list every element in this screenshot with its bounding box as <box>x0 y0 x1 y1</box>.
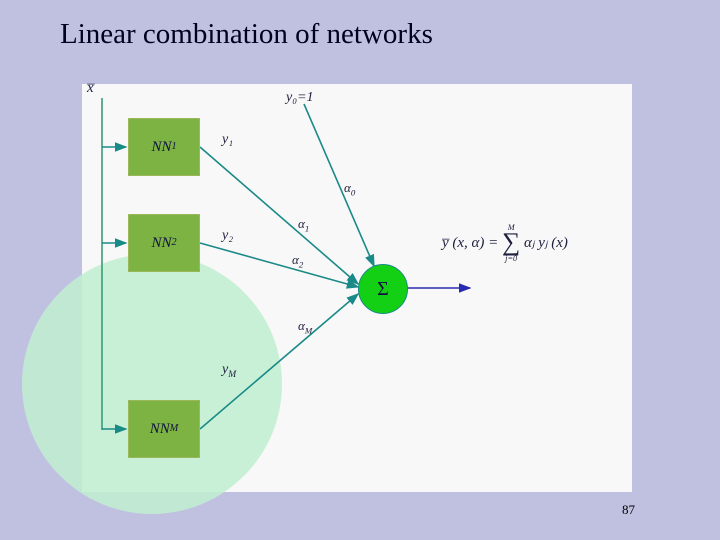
block-nnM: NNM <box>128 400 200 458</box>
slide-title: Linear combination of networks <box>60 18 433 51</box>
sum-node: Σ <box>358 264 408 314</box>
y-label-3: yM <box>222 362 236 378</box>
alpha-label-3: αM <box>298 318 312 334</box>
page-number: 87 <box>622 502 635 518</box>
y-label-0: y₀=1 <box>286 90 314 106</box>
alpha-label-2: α2 <box>292 252 303 268</box>
alpha-label-0: α0 <box>344 180 355 196</box>
alpha-label-1: α1 <box>298 216 309 232</box>
y-label-2: y₂ <box>222 228 233 244</box>
input-label: x̅ <box>87 80 94 97</box>
equation: y̅ (x, α) = M∑j=0 αⱼ yⱼ (x) <box>442 224 568 264</box>
y-label-1: y₁ <box>222 132 233 148</box>
block-nn1: NN1 <box>128 118 200 176</box>
block-nn2: NN2 <box>128 214 200 272</box>
content-panel: NN1 NN2 NNM Σ y̅ (x, α) = M∑j=0 αⱼ yⱼ (x… <box>82 84 632 492</box>
